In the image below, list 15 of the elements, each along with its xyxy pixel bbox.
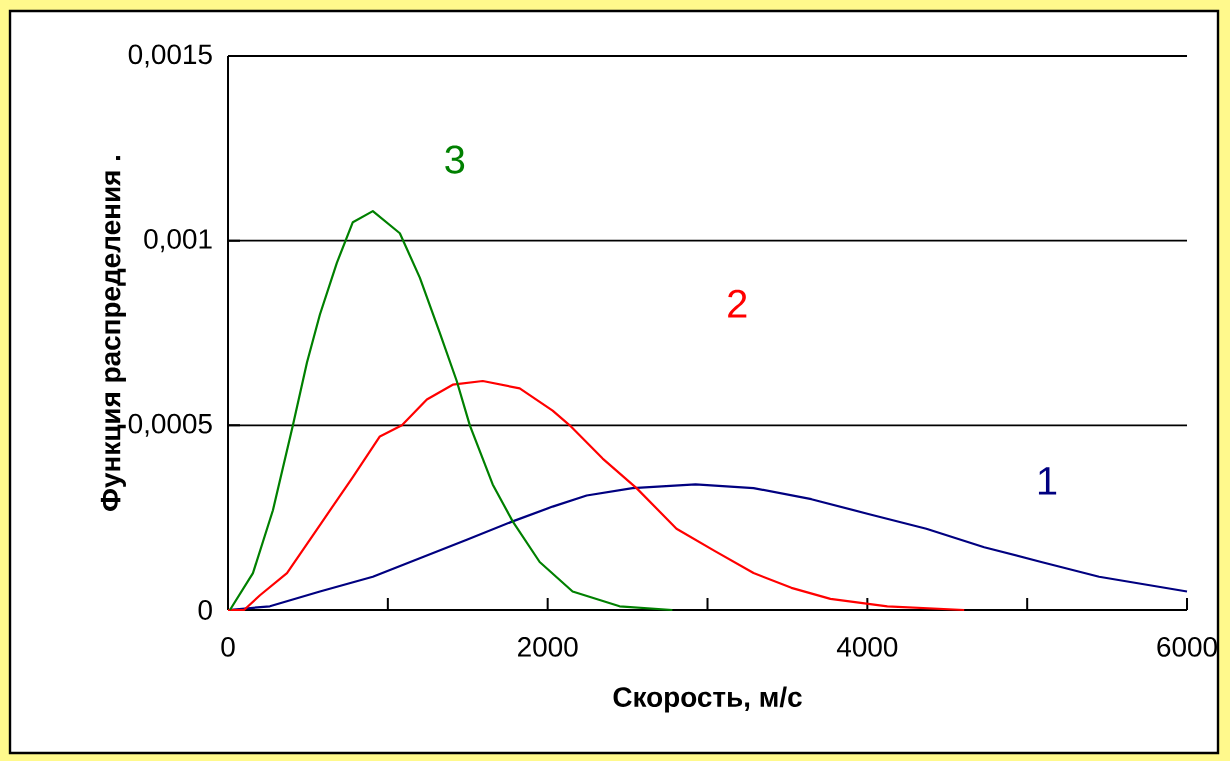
- y-tick-label: 0,0015: [128, 44, 212, 68]
- y-tick-label: 0,0005: [128, 413, 212, 437]
- series-label: 1: [1038, 467, 1057, 495]
- y-axis-title: Функция распределения .: [100, 156, 126, 511]
- line-series: [228, 210, 674, 612]
- y-tick-label: 0: [198, 600, 212, 620]
- line-series: [226, 379, 966, 612]
- y-tick-label: 0,001: [144, 229, 212, 253]
- x-tick-label: 0: [221, 637, 235, 657]
- x-tick-label: 6000: [1157, 637, 1217, 657]
- x-tick-label: 2000: [518, 637, 578, 657]
- x-tick-label: 4000: [836, 637, 898, 657]
- x-axis-title: Скорость, м/с: [613, 686, 802, 713]
- text: 2: [728, 289, 747, 318]
- series-label: 3: [445, 145, 465, 174]
